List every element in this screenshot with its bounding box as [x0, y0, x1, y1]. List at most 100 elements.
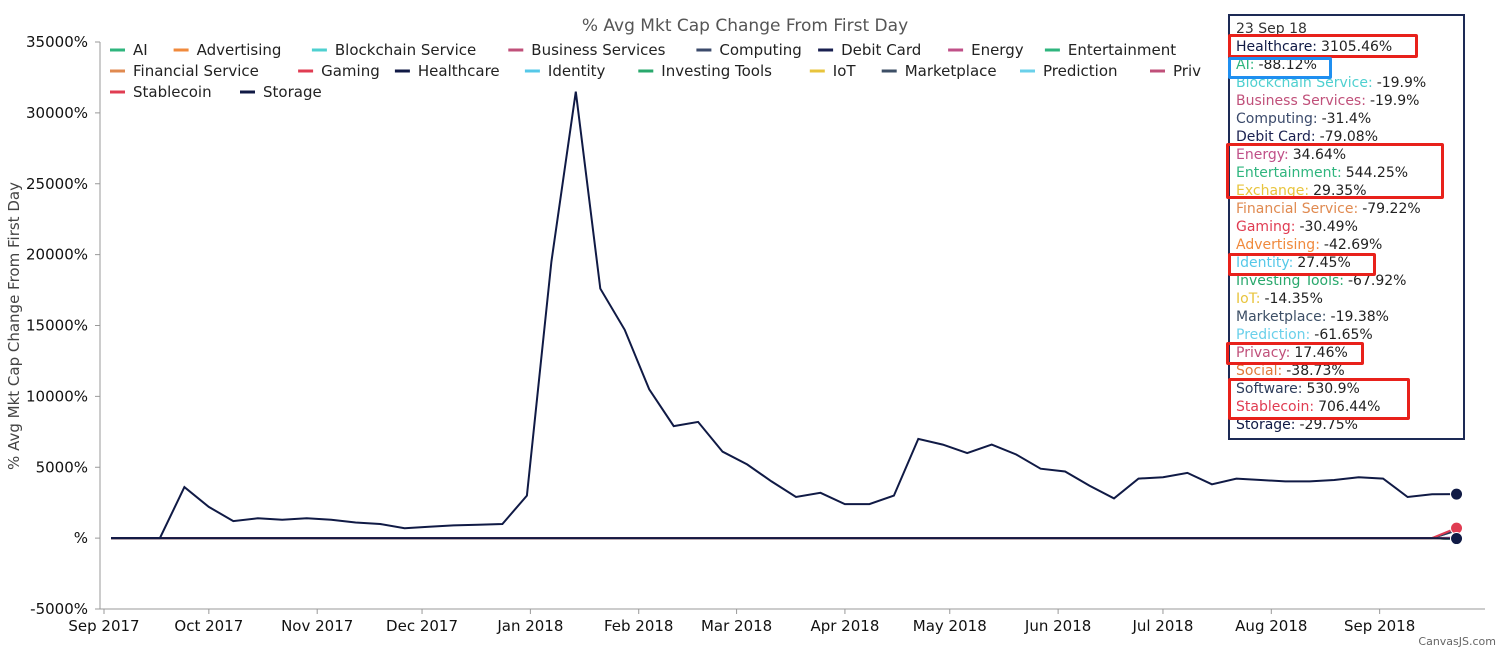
tooltip-row: Storage: -29.75% — [1236, 416, 1463, 434]
x-tick-label: Dec 2017 — [386, 617, 458, 635]
tooltip-row-value: 544.25% — [1345, 165, 1409, 181]
x-tick-label: Aug 2018 — [1235, 617, 1307, 635]
tooltip-row-value: 27.45% — [1297, 255, 1351, 271]
highlight-box — [1228, 57, 1332, 79]
tooltip-row-label: Stablecoin: — [1236, 399, 1315, 415]
tooltip-row-label: Privacy: — [1236, 345, 1291, 361]
tooltip-row-label: Gaming: — [1236, 219, 1296, 235]
highlight-box — [1228, 378, 1410, 420]
tooltip-row-label: Marketplace: — [1236, 309, 1327, 325]
tooltip-row-label: Exchange: — [1236, 183, 1310, 199]
legend-item: IoT — [833, 62, 857, 80]
legend-item: Storage — [263, 83, 322, 101]
legend-item: Computing — [719, 41, 801, 59]
tooltip-row: Financial Service: -79.22% — [1236, 200, 1463, 218]
y-axis-label: % Avg Mkt Cap Change From First Day — [5, 182, 23, 470]
tooltip-row: Blockchain Service: -19.9% — [1236, 74, 1463, 92]
tooltip-row-value: -79.08% — [1319, 129, 1379, 145]
legend-item: Energy — [971, 41, 1024, 59]
legend-item: Identity — [548, 62, 606, 80]
legend-item: Marketplace — [905, 62, 997, 80]
tooltip-row: Software: 530.9% — [1236, 380, 1463, 398]
legend-item: Advertising — [197, 41, 282, 59]
legend-item: Prediction — [1043, 62, 1118, 80]
x-tick-label: Oct 2017 — [174, 617, 243, 635]
tooltip-row-value: -19.9% — [1369, 93, 1420, 109]
tooltip-row-label: Business Services: — [1236, 93, 1366, 109]
tooltip-row: Marketplace: -19.38% — [1236, 308, 1463, 326]
x-tick-label: Jun 2018 — [1024, 617, 1091, 635]
legend-item: Healthcare — [418, 62, 500, 80]
tooltip-row-value: -61.65% — [1314, 327, 1373, 343]
tooltip-row-label: Debit Card: — [1236, 129, 1316, 145]
x-tick-label: Nov 2017 — [281, 617, 353, 635]
tooltip-row-label: Advertising: — [1236, 237, 1320, 253]
tooltip-row-value: -30.49% — [1299, 219, 1358, 235]
canvasjs-credit[interactable]: CanvasJS.com — [1418, 635, 1496, 648]
tooltip-row: Social: -38.73% — [1236, 362, 1463, 380]
x-tick-label: Sep 2017 — [68, 617, 139, 635]
y-tick-label: -5000% — [30, 600, 88, 618]
x-tick-label: May 2018 — [913, 617, 987, 635]
series-line-stablecoin — [111, 527, 1457, 540]
x-tick-label: Sep 2018 — [1344, 617, 1415, 635]
tooltip-row: Stablecoin: 706.44% — [1236, 398, 1463, 416]
tooltip-row-value: -14.35% — [1264, 291, 1323, 307]
legend-item: Gaming — [321, 62, 380, 80]
end-marker-healthcare — [1450, 487, 1464, 501]
tooltip-row: Computing: -31.4% — [1236, 110, 1463, 128]
tooltip-rows: Healthcare: 3105.46% AI: -88.12% Blockchain … — [1236, 38, 1463, 434]
tooltip-row-value: -38.73% — [1286, 363, 1345, 379]
tooltip-row: Business Services: -19.9% — [1236, 92, 1463, 110]
series-line-healthcare — [111, 91, 1457, 540]
tooltip-row: Entertainment: 544.25% — [1236, 164, 1463, 182]
y-tick-label: % — [74, 529, 88, 547]
tooltip-row-value: 3105.46% — [1321, 39, 1393, 55]
tooltip-row-value: -31.4% — [1321, 111, 1372, 127]
y-tick-label: 15000% — [26, 317, 88, 335]
chart-title: % Avg Mkt Cap Change From First Day — [582, 16, 908, 36]
x-tick-label: Apr 2018 — [810, 617, 879, 635]
tooltip-row-label: Identity: — [1236, 255, 1294, 271]
tooltip-row-value: 17.46% — [1294, 345, 1348, 361]
tooltip-row-label: AI: — [1236, 57, 1255, 73]
tooltip-row-value: 34.64% — [1292, 147, 1347, 163]
tooltip-row: Exchange: 29.35% — [1236, 182, 1463, 200]
tooltip-row-value: -19.9% — [1376, 75, 1427, 91]
tooltip-row-label: Energy: — [1236, 147, 1289, 163]
highlight-box — [1226, 143, 1444, 199]
tooltip-row: Advertising: -42.69% — [1236, 236, 1463, 254]
legend-item: Financial Service — [133, 62, 259, 80]
y-tick-label: 5000% — [36, 458, 88, 476]
tooltip-row: Prediction: -61.65% — [1236, 326, 1463, 344]
tooltip-row: Healthcare: 3105.46% — [1236, 38, 1463, 56]
highlight-box — [1226, 342, 1364, 365]
tooltip-row-label: Investing Tools: — [1236, 273, 1344, 289]
legend-item: Blockchain Service — [335, 41, 476, 59]
tooltip-row-value: 530.9% — [1306, 381, 1360, 397]
legend-item: Business Services — [531, 41, 665, 59]
tooltip-row-label: IoT: — [1236, 291, 1261, 307]
tooltip-row-label: Prediction: — [1236, 327, 1311, 343]
y-tick-label: 25000% — [26, 175, 88, 193]
end-marker-storage — [1450, 532, 1464, 546]
y-tick-label: 35000% — [26, 33, 88, 51]
tooltip-row: Gaming: -30.49% — [1236, 218, 1463, 236]
legend-item: AI — [133, 41, 148, 59]
tooltip-row: Privacy: 17.46% — [1236, 344, 1463, 362]
series-line-entertainment — [111, 529, 1457, 540]
tooltip-date: 23 Sep 18 — [1236, 21, 1307, 37]
tooltip-row-value: -29.75% — [1299, 417, 1358, 433]
tooltip-row-value: -79.22% — [1362, 201, 1421, 217]
tooltip-row: AI: -88.12% — [1236, 56, 1463, 74]
x-tick-label: Mar 2018 — [701, 617, 772, 635]
tooltip-row-label: Computing: — [1236, 111, 1318, 127]
tooltip-row-label: Entertainment: — [1236, 165, 1342, 181]
tooltip-row: IoT: -14.35% — [1236, 290, 1463, 308]
tooltip-row-label: Financial Service: — [1236, 201, 1359, 217]
tooltip-row-value: 706.44% — [1318, 399, 1381, 415]
legend-item: Investing Tools — [661, 62, 772, 80]
y-tick-label: 30000% — [26, 104, 88, 122]
tooltip-row-label: Storage: — [1236, 417, 1296, 433]
